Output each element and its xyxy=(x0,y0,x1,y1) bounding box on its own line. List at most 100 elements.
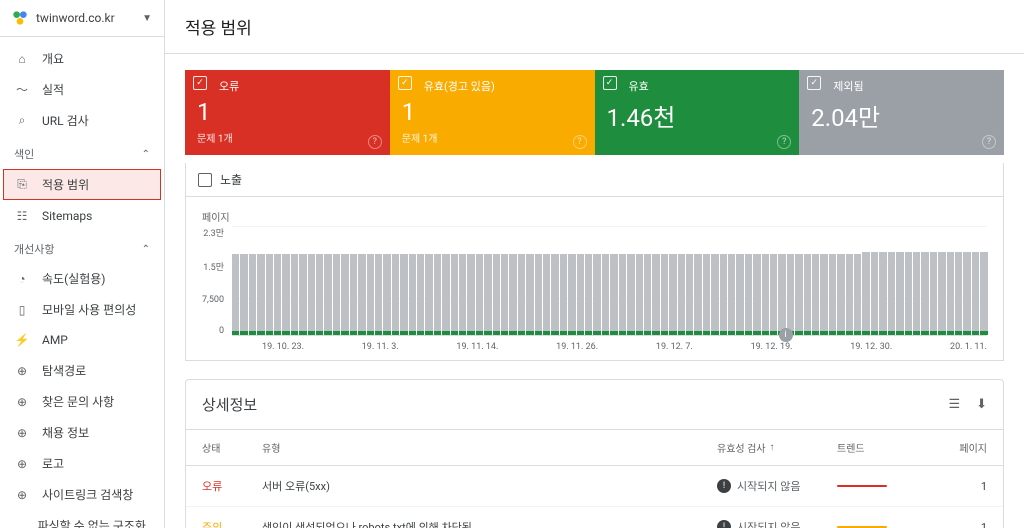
bar[interactable] xyxy=(972,252,979,335)
bar[interactable] xyxy=(703,254,710,335)
bar[interactable] xyxy=(711,254,718,335)
bar[interactable] xyxy=(324,254,331,335)
nav-performance[interactable]: 〜 실적 xyxy=(0,74,164,105)
nav-section-enhance[interactable]: 개선사항 ⌃ xyxy=(0,231,164,263)
bar[interactable] xyxy=(770,254,777,335)
bar[interactable] xyxy=(619,254,626,335)
table-row[interactable]: 주의 색인이 생성되었으나 robots.txt에 의해 차단됨 ! 시작되지 … xyxy=(186,507,1003,528)
bar[interactable] xyxy=(930,252,937,335)
bar[interactable] xyxy=(333,254,340,335)
bar[interactable] xyxy=(804,254,811,335)
bar[interactable] xyxy=(484,254,491,335)
bar[interactable] xyxy=(249,254,256,335)
bar[interactable] xyxy=(602,254,609,335)
bar[interactable] xyxy=(947,252,954,335)
bar[interactable] xyxy=(451,254,458,335)
nav-breadcrumb[interactable]: ⊕ 탐색경로 xyxy=(0,355,164,386)
exposure-toggle[interactable]: 노출 xyxy=(185,163,1004,197)
table-row[interactable]: 오류 서버 오류(5xx) ! 시작되지 않음 1 xyxy=(186,466,1003,507)
bar[interactable] xyxy=(896,252,903,335)
bar[interactable] xyxy=(888,252,895,335)
bar[interactable] xyxy=(240,254,247,335)
col-pages[interactable]: 페이지 xyxy=(927,440,987,455)
nav-sitelinks[interactable]: ⊕ 사이트링크 검색창 xyxy=(0,479,164,510)
bar[interactable] xyxy=(392,254,399,335)
bar[interactable] xyxy=(585,254,592,335)
bar[interactable] xyxy=(627,254,634,335)
nav-sitemaps[interactable]: ☷ Sitemaps xyxy=(0,201,164,231)
bar[interactable] xyxy=(921,252,928,335)
nav-speed[interactable]: ◔ 속도(실험용) xyxy=(0,263,164,294)
bar[interactable] xyxy=(846,254,853,335)
bar[interactable] xyxy=(232,254,239,335)
bar[interactable] xyxy=(795,254,802,335)
bar[interactable] xyxy=(535,254,542,335)
stat-card[interactable]: ✓ 제외됨 2.04만 ? xyxy=(799,70,1004,155)
bar[interactable] xyxy=(879,252,886,335)
bar[interactable] xyxy=(753,254,760,335)
bar[interactable] xyxy=(383,254,390,335)
bar[interactable] xyxy=(467,254,474,335)
filter-icon[interactable]: ☰ xyxy=(948,397,960,412)
bar[interactable] xyxy=(493,254,500,335)
bar[interactable] xyxy=(820,254,827,335)
bar[interactable] xyxy=(476,254,483,335)
bar[interactable] xyxy=(686,254,693,335)
bar[interactable] xyxy=(367,254,374,335)
bar[interactable] xyxy=(728,254,735,335)
bar[interactable] xyxy=(409,254,416,335)
bar[interactable] xyxy=(652,254,659,335)
stat-card[interactable]: ✓ 유효 1.46천 ? xyxy=(595,70,800,155)
col-valid[interactable]: 유효성 검사 ↑ xyxy=(717,440,837,455)
chart-bars[interactable]: i xyxy=(232,226,987,336)
help-icon[interactable]: ? xyxy=(777,135,791,149)
bar[interactable] xyxy=(560,254,567,335)
bar[interactable] xyxy=(593,254,600,335)
bar[interactable] xyxy=(568,254,575,335)
bar[interactable] xyxy=(518,254,525,335)
stat-card[interactable]: ✓ 오류 1 문제 1개 ? xyxy=(185,70,390,155)
bar[interactable] xyxy=(434,254,441,335)
bar[interactable] xyxy=(425,254,432,335)
bar[interactable] xyxy=(661,254,668,335)
bar[interactable] xyxy=(644,254,651,335)
site-picker[interactable]: twinword.co.kr ▼ xyxy=(0,0,164,37)
bar[interactable] xyxy=(375,254,382,335)
bar[interactable] xyxy=(308,254,315,335)
bar[interactable] xyxy=(669,254,676,335)
bar[interactable] xyxy=(854,254,861,335)
bar[interactable] xyxy=(720,254,727,335)
nav-coverage[interactable]: ⎘ 적용 범위 xyxy=(3,169,161,200)
bar[interactable] xyxy=(341,254,348,335)
col-trend[interactable]: 트렌드 xyxy=(837,440,927,455)
bar[interactable] xyxy=(913,252,920,335)
nav-url-inspect[interactable]: ⌕ URL 검사 xyxy=(0,105,164,136)
nav-overview[interactable]: ⌂ 개요 xyxy=(0,43,164,74)
bar[interactable] xyxy=(837,254,844,335)
bar[interactable] xyxy=(509,254,516,335)
bar[interactable] xyxy=(417,254,424,335)
bar[interactable] xyxy=(829,254,836,335)
bar[interactable] xyxy=(963,252,970,335)
nav-section-index[interactable]: 색인 ⌃ xyxy=(0,136,164,168)
marker-icon[interactable]: i xyxy=(779,328,793,342)
col-status[interactable]: 상태 xyxy=(202,440,262,455)
stat-card[interactable]: ✓ 유효(경고 있음) 1 문제 1개 ? xyxy=(390,70,595,155)
bar[interactable] xyxy=(955,252,962,335)
bar[interactable] xyxy=(610,254,617,335)
bar[interactable] xyxy=(282,254,289,335)
bar[interactable] xyxy=(778,254,785,335)
bar[interactable] xyxy=(938,252,945,335)
bar[interactable] xyxy=(812,254,819,335)
download-icon[interactable]: ⬇ xyxy=(976,397,987,412)
bar[interactable] xyxy=(905,252,912,335)
bar[interactable] xyxy=(862,252,869,335)
bar[interactable] xyxy=(871,252,878,335)
help-icon[interactable]: ? xyxy=(982,135,996,149)
bar[interactable] xyxy=(551,254,558,335)
nav-amp[interactable]: ⚡ AMP xyxy=(0,325,164,355)
bar[interactable] xyxy=(762,254,769,335)
bar[interactable] xyxy=(257,254,264,335)
bar[interactable] xyxy=(274,254,281,335)
bar[interactable] xyxy=(526,254,533,335)
